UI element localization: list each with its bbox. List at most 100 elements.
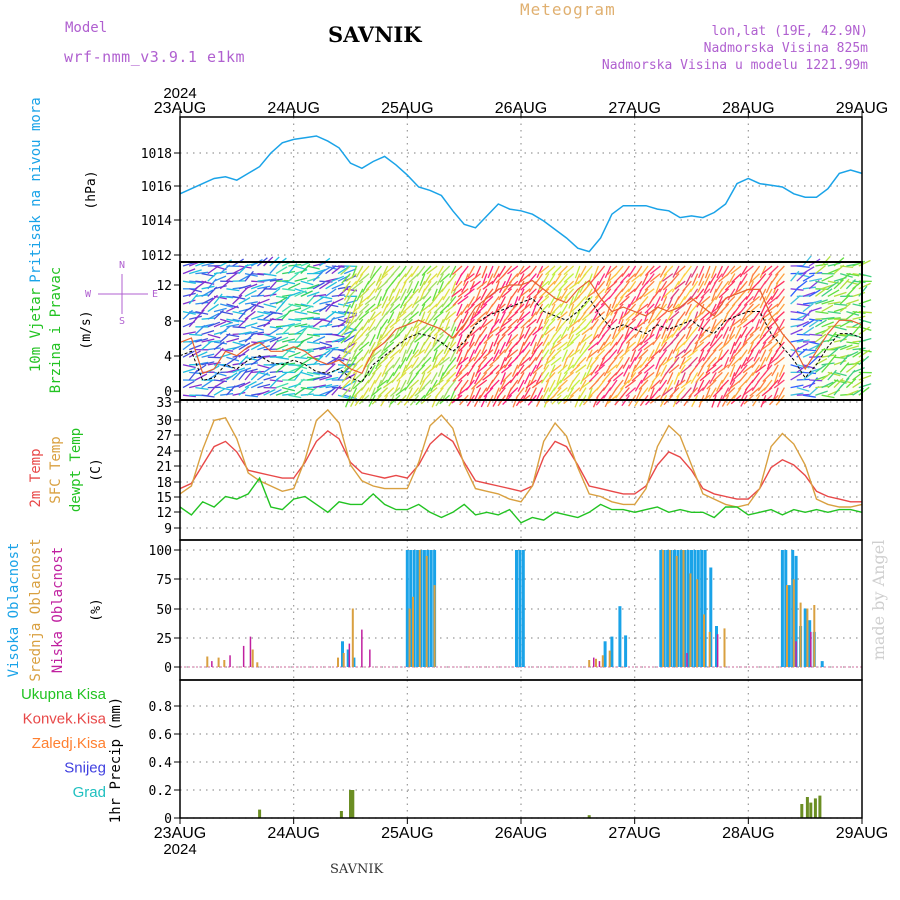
wind-barb (343, 380, 356, 389)
cloud-bar-mid (595, 658, 597, 667)
wind-barb (625, 288, 637, 298)
wind-barb (432, 288, 438, 302)
cloud-bar-mid (806, 608, 809, 667)
wind-barb (767, 311, 779, 321)
wind-barb (821, 321, 834, 328)
wind-barb (776, 296, 785, 308)
wind-barb (477, 303, 488, 314)
wind-barb (827, 346, 841, 351)
wind-barb (745, 372, 754, 384)
wind-barb (391, 371, 401, 384)
wind-barb (374, 372, 382, 384)
wind-barb (201, 272, 215, 277)
wind-barb (660, 364, 668, 377)
wind-barb (852, 303, 866, 308)
product-title: Meteogram (520, 0, 616, 19)
top-date-label: 27AUG (608, 100, 660, 117)
wind-unit-label: (m/s) (79, 310, 94, 349)
wind-barb (733, 341, 742, 354)
cloud-bar-high (686, 550, 690, 667)
wind-barb (381, 265, 389, 278)
wind-barb (739, 273, 748, 285)
wind-barb (545, 318, 556, 330)
wind-barb (418, 303, 426, 317)
wind-barb (708, 387, 717, 400)
y-tick-label: 0.4 (149, 756, 173, 771)
wind-barb (499, 311, 506, 324)
wind-barb (408, 273, 420, 283)
wind-barb (219, 325, 231, 335)
wind-barb (814, 264, 827, 275)
wind-barb (523, 326, 531, 339)
wind-barb (651, 387, 661, 399)
wind-barb (238, 331, 252, 336)
wind-barb (377, 349, 389, 359)
wind-barb (288, 307, 302, 313)
wind-barb (275, 266, 288, 275)
wind-barb (768, 265, 779, 276)
wind-barb (587, 273, 593, 287)
wind-barb (220, 310, 234, 315)
wind-barb (729, 364, 736, 378)
wind-barb (294, 369, 304, 381)
wind-barb (660, 387, 668, 400)
wind-barb (345, 311, 352, 325)
wind-barb (391, 273, 401, 285)
wind-barb (643, 333, 655, 344)
cloud-bar-mid (696, 579, 699, 668)
wind-barb (244, 322, 258, 328)
wind-barb (288, 366, 301, 373)
wind-barb (226, 356, 240, 362)
wind-barb (715, 280, 723, 293)
wind-barb (672, 265, 680, 278)
wind-barb (747, 280, 754, 294)
wind-barb (612, 371, 624, 382)
wind-barb (480, 394, 488, 408)
wind-barb (550, 341, 562, 351)
wind-barb (768, 379, 779, 390)
cloud-bar-mid (703, 614, 705, 667)
wind-barb (383, 379, 395, 389)
y-tick-label: 1014 (141, 214, 172, 229)
cloud-bar-mid (223, 660, 226, 667)
wind-barb (581, 333, 593, 343)
wind-barb (300, 305, 313, 313)
wind-barb (680, 356, 692, 367)
wind-barb (746, 349, 754, 362)
wind-barb (282, 280, 296, 285)
wind-barb (551, 265, 562, 276)
wind-barb (340, 379, 351, 390)
wind-barb (312, 268, 326, 275)
wind-barb (698, 273, 705, 286)
wind-barb (342, 280, 351, 293)
wind-barb (389, 318, 401, 329)
cloud-bar-high (820, 661, 824, 667)
wind-barb (541, 349, 550, 361)
wind-barb (385, 296, 395, 308)
wind-barb (442, 311, 451, 324)
wind-barb (560, 288, 568, 301)
wind-barb (549, 364, 556, 377)
wind-barb (469, 318, 481, 328)
wind-barb (402, 311, 413, 321)
wind-barb (344, 394, 352, 408)
wind-barb (461, 311, 469, 324)
wind-barb (306, 386, 318, 396)
wind-barb (275, 363, 287, 373)
wind-barb (501, 379, 513, 390)
wind-barb (519, 273, 531, 283)
cloud-bar-high (715, 626, 718, 667)
wind-barb (541, 273, 550, 286)
wind-barb (600, 341, 612, 351)
wind-barb (182, 350, 195, 358)
wind-barb (456, 303, 463, 317)
wind-barb (694, 356, 705, 368)
wind-barb (367, 311, 376, 324)
wind-barb (447, 273, 457, 285)
wind-barb (833, 333, 847, 337)
cloud-bar-low (810, 631, 812, 667)
wind-barb (654, 296, 661, 309)
wind-barb (678, 318, 686, 331)
wind-barb (213, 275, 227, 282)
wind-barb (494, 311, 500, 325)
